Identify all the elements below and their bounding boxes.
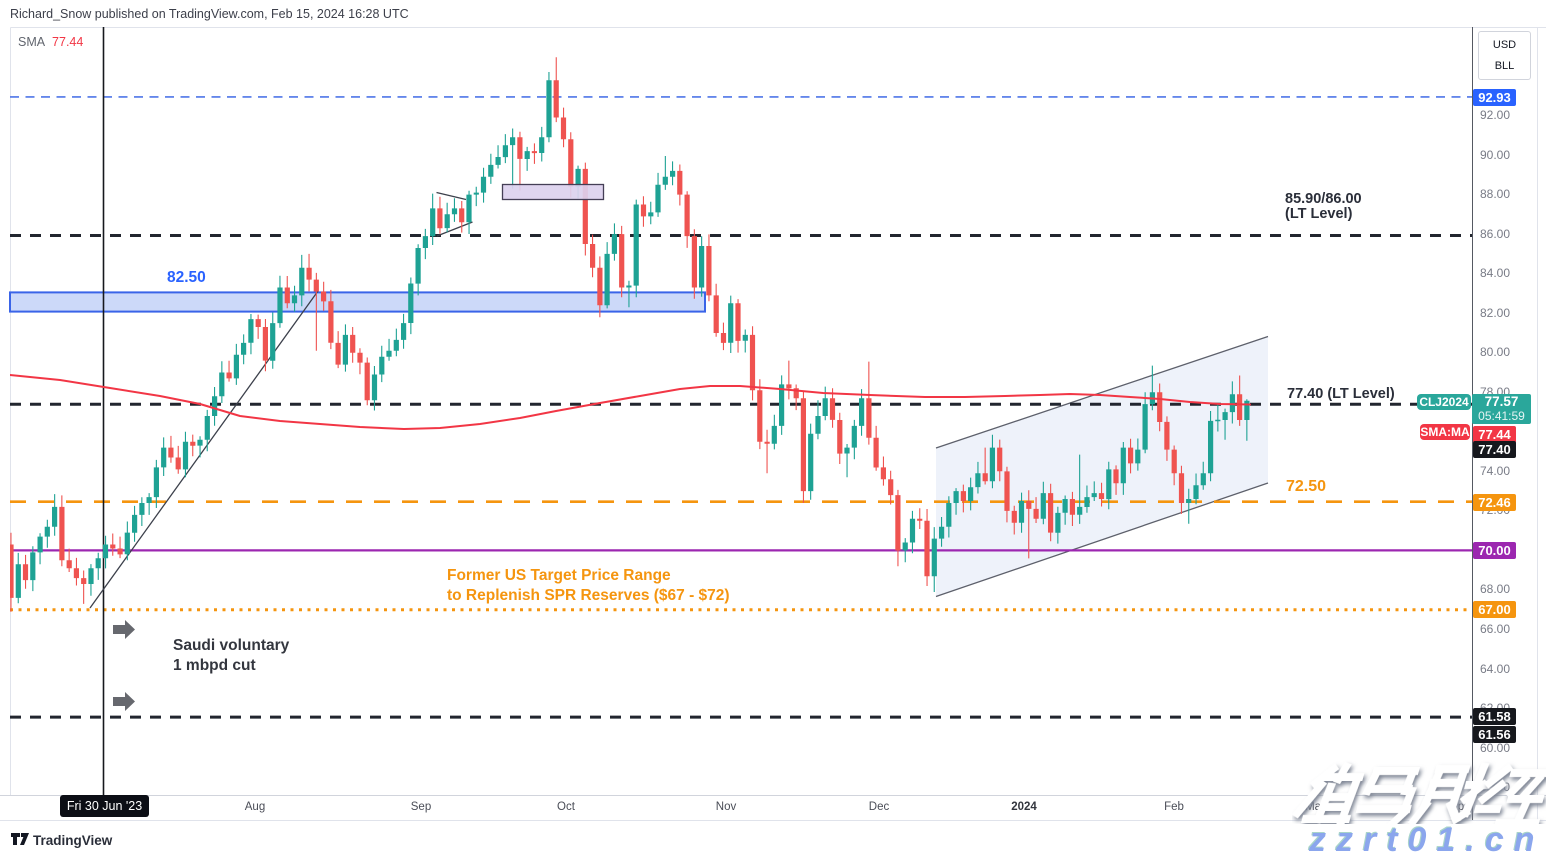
svg-text:TradingView: TradingView bbox=[33, 833, 113, 848]
